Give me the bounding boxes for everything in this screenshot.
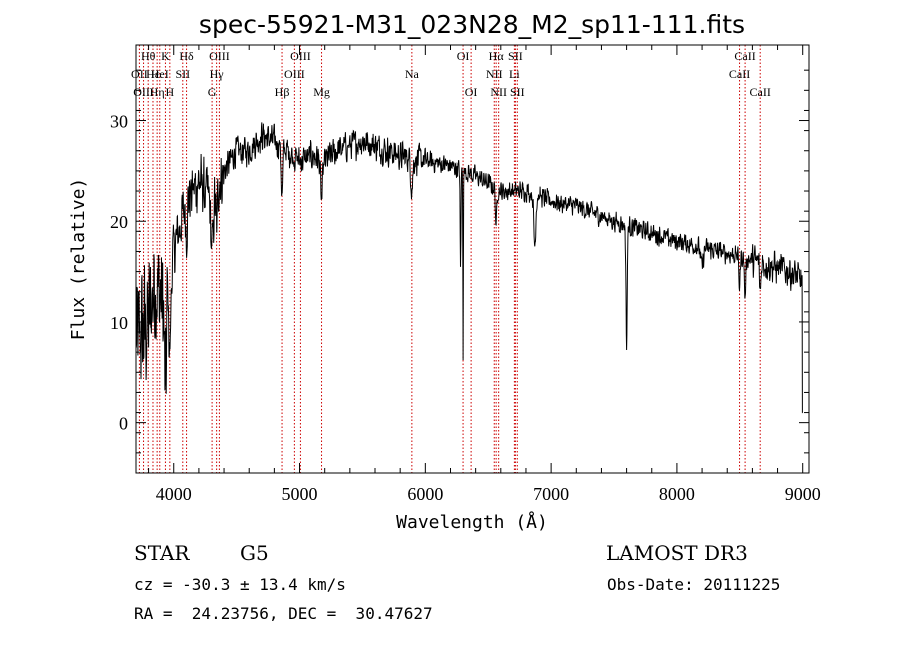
line-marker-label: K [161,49,170,63]
line-marker-label: H [166,85,175,99]
line-marker-label: CaII [729,67,750,81]
object-subclass: G5 [240,541,269,565]
line-marker-label: OI [465,85,478,99]
x-axis-label: Wavelength (Å) [396,511,548,533]
y-tick-label: 10 [110,313,128,333]
line-marker-label: OIII [133,85,154,99]
y-axis-ticks: 0 10 20 30 [110,69,809,474]
x-tick-label: 9000 [785,484,821,504]
line-marker-label: Hγ [210,67,225,81]
y-axis-label: Flux (relative) [68,178,89,341]
object-class: STAR [134,541,190,565]
line-marker-label: SII [510,85,525,99]
line-marker-label: NII [486,67,503,81]
line-marker-label: HeI [151,67,169,81]
spectrum-line [135,122,803,414]
chart-title: spec-55921-M31_023N28_M2_sp11-111.fits [199,10,745,39]
survey-name: LAMOST DR3 [606,541,748,565]
plot-frame [135,44,810,474]
line-marker-label: G [208,85,217,99]
line-marker-label: CaII [750,85,771,99]
obs-date: Obs-Date: 20111225 [607,575,780,594]
redshift-text: cz = -30.3 ± 13.4 km/s [134,575,346,594]
line-marker-label: Hδ [179,49,194,63]
line-marker-label: SII [175,67,190,81]
line-marker-label: Hα [489,49,505,63]
line-marker-label: OIII [209,49,230,63]
y-tick-label: 30 [110,112,128,132]
line-marker-label: Li [509,67,520,81]
x-tick-label: 4000 [156,484,192,504]
x-axis-ticks: 4000 5000 6000 7000 8000 9000 [148,45,821,504]
spectral-line-markers [138,45,761,473]
y-tick-label: 0 [119,414,128,434]
line-marker-label: Na [405,67,420,81]
line-marker-label: Hη [150,85,165,99]
line-marker-label: OI [457,49,470,63]
x-tick-label: 6000 [407,484,443,504]
line-marker-label: Hβ [275,85,290,99]
line-marker-label: NII [490,85,507,99]
coordinates: RA = 24.23756, DEC = 30.47627 [134,604,433,623]
line-marker-label: OIII [290,49,311,63]
y-tick-label: 20 [110,212,128,232]
line-marker-label: Hθ [141,49,156,63]
line-marker-label: Mg [313,85,330,99]
line-marker-label: OII [131,67,148,81]
line-marker-label: SII [508,49,523,63]
line-marker-label: Hε [146,67,160,81]
line-marker-label: OIII [284,67,305,81]
line-marker-label: CaII [734,49,755,63]
x-tick-label: 7000 [533,484,569,504]
x-tick-label: 8000 [659,484,695,504]
x-tick-label: 5000 [282,484,318,504]
